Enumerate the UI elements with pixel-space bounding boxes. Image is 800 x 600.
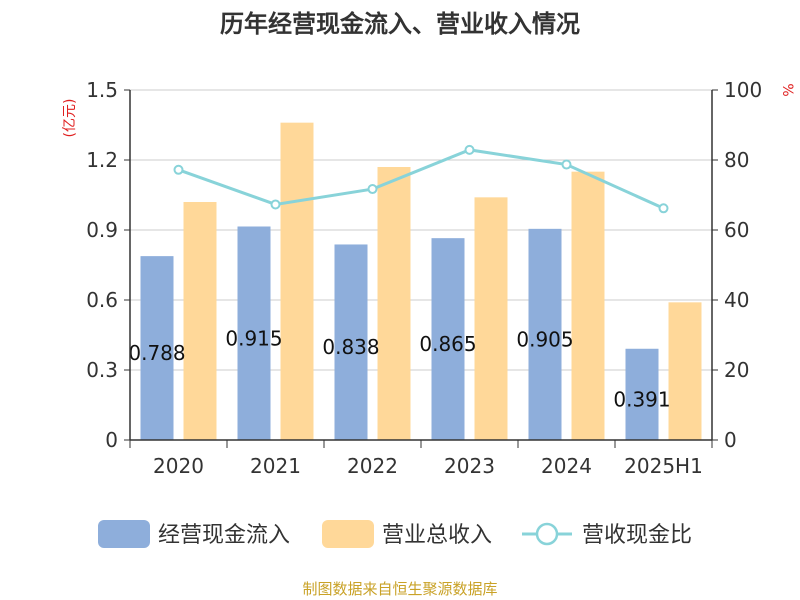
ratio-point [173, 164, 184, 175]
ratio-point [464, 144, 475, 155]
cash-inflow-data-label: 0.838 [322, 335, 379, 359]
left-axis-tick-label: 0.9 [86, 218, 118, 242]
x-axis-tick-label: 2021 [250, 454, 301, 478]
x-axis-tick-label: 2022 [347, 454, 398, 478]
right-axis-tick-label: 0 [724, 428, 737, 452]
cash-inflow-data-label: 0.788 [128, 341, 185, 365]
ratio-point [658, 203, 669, 214]
left-axis-tick-label: 1.2 [86, 148, 118, 172]
cash-inflow-bar [140, 256, 174, 440]
legend-swatch-cash-inflow [98, 520, 150, 548]
axes: 0 0.3 0.6 0.9 1.2 1.5 0 20 40 60 80 100 2020 2021 2022… [86, 78, 762, 478]
legend-label-ratio: 营收现金比 [582, 523, 692, 548]
revenue-bar [474, 197, 508, 440]
x-axis-tick-label: 2025H1 [624, 454, 703, 478]
ratio-line-path [177, 148, 665, 210]
ratio-point [561, 159, 572, 170]
left-axis-tick-label: 0 [105, 428, 118, 452]
left-axis-tick-label: 0.6 [86, 288, 118, 312]
cash-inflow-bar [334, 244, 368, 440]
x-axis-tick-label: 2024 [541, 454, 592, 478]
legend-swatch-revenue [322, 520, 374, 548]
cash-inflow-data-label: 0.915 [225, 326, 282, 350]
cash-inflow-bar [625, 348, 659, 440]
legend: 经营现金流入 营业总收入 营收现金比 [98, 520, 692, 548]
right-axis-tick-label: 20 [724, 358, 749, 382]
cash-inflow-bar [237, 226, 271, 440]
right-axis-unit: % [779, 83, 795, 96]
right-axis-tick-label: 100 [724, 78, 762, 102]
revenue-bar [280, 122, 314, 441]
cash-inflow-data-label: 0.391 [613, 387, 670, 411]
legend-label-cash-inflow: 经营现金流入 [158, 523, 290, 548]
cash-inflow-data-label: 0.865 [419, 332, 476, 356]
right-axis-tick-label: 60 [724, 218, 749, 242]
ratio-point [367, 184, 378, 195]
cash-inflow-bar [431, 238, 465, 440]
cash-inflow-bar [528, 228, 562, 440]
data-labels: 0.788 0.915 0.838 0.865 0.905 0.391 [128, 326, 670, 411]
revenue-bar [377, 167, 411, 440]
revenue-bar [571, 171, 605, 440]
grid-lines [130, 89, 712, 371]
right-axis-tick-label: 40 [724, 288, 749, 312]
data-source-note: 制图数据来自恒生聚源数据库 [302, 580, 497, 598]
ratio-point [270, 199, 281, 210]
legend-label-revenue: 营业总收入 [382, 523, 492, 548]
cash-inflow-data-label: 0.905 [516, 327, 573, 351]
left-axis-tick-label: 0.3 [86, 358, 118, 382]
bars [140, 122, 702, 441]
chart-title: 历年经营现金流入、营业收入情况 [220, 10, 580, 38]
right-axis-tick-label: 80 [724, 148, 749, 172]
revenue-bar [183, 202, 217, 440]
left-axis-unit: (亿元) [62, 99, 78, 138]
x-axis-tick-label: 2020 [153, 454, 204, 478]
x-axis-tick-label: 2023 [444, 454, 495, 478]
ratio-line [173, 144, 669, 214]
revenue-bar [668, 302, 702, 440]
left-axis-tick-label: 1.5 [86, 78, 118, 102]
legend-swatch-ratio-marker [535, 522, 559, 546]
